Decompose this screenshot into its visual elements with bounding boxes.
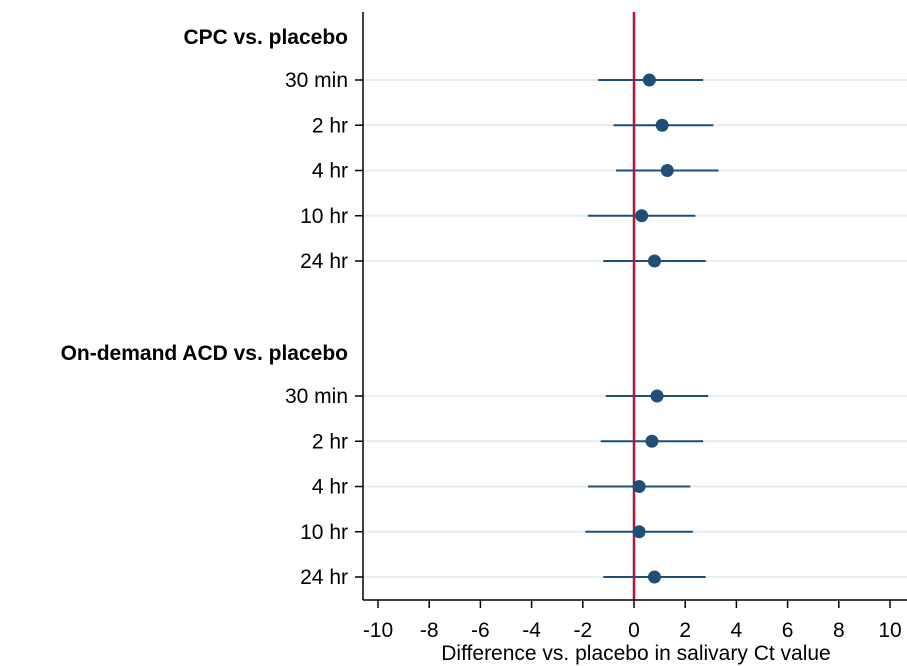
- x-tick-label: -4: [522, 619, 541, 642]
- point-estimate: [647, 570, 661, 584]
- row-label: 10 hr: [300, 205, 348, 228]
- x-tick-label: 4: [731, 619, 743, 642]
- row-label: 2 hr: [312, 430, 348, 453]
- x-tick-label: 0: [628, 619, 640, 642]
- x-tick-label: -8: [420, 619, 439, 642]
- point-estimate: [650, 389, 664, 403]
- x-tick-label: 10: [878, 619, 901, 642]
- row-label: 10 hr: [300, 521, 348, 544]
- point-estimate: [660, 164, 674, 177]
- group-heading: CPC vs. placebo: [183, 26, 348, 49]
- x-tick-label: -10: [363, 619, 393, 642]
- row-labels: CPC vs. placebo 30 min 2 hr 4 hr 10 hr 24 hr O…: [61, 26, 363, 589]
- group-heading: On-demand ACD vs. placebo: [61, 342, 348, 365]
- x-axis: -10 -8 -6 -4 -2 0 2 4 6 8 10: [363, 599, 907, 642]
- point-estimate: [632, 480, 646, 493]
- row-label: 4 hr: [312, 476, 348, 499]
- point-estimate: [635, 209, 649, 223]
- point-estimate: [632, 525, 646, 539]
- confidence-intervals: [585, 79, 719, 578]
- row-label: 4 hr: [312, 160, 348, 183]
- x-tick-label: 6: [782, 619, 794, 642]
- x-tick-label: 8: [833, 619, 845, 642]
- point-estimate: [647, 254, 661, 268]
- row-label: 24 hr: [300, 250, 348, 273]
- point-estimates: [632, 73, 674, 584]
- point-estimate: [642, 73, 656, 87]
- point-estimate: [645, 434, 659, 448]
- row-label: 2 hr: [312, 114, 348, 137]
- x-tick-label: -6: [471, 619, 490, 642]
- x-tick-label: 2: [679, 619, 691, 642]
- row-label: 30 min: [285, 69, 348, 92]
- row-label: 30 min: [285, 385, 348, 408]
- x-tick-label: -2: [573, 619, 592, 642]
- point-estimate: [655, 118, 669, 132]
- x-axis-title: Difference vs. placebo in salivary Ct va…: [441, 642, 830, 665]
- row-label: 24 hr: [300, 566, 348, 589]
